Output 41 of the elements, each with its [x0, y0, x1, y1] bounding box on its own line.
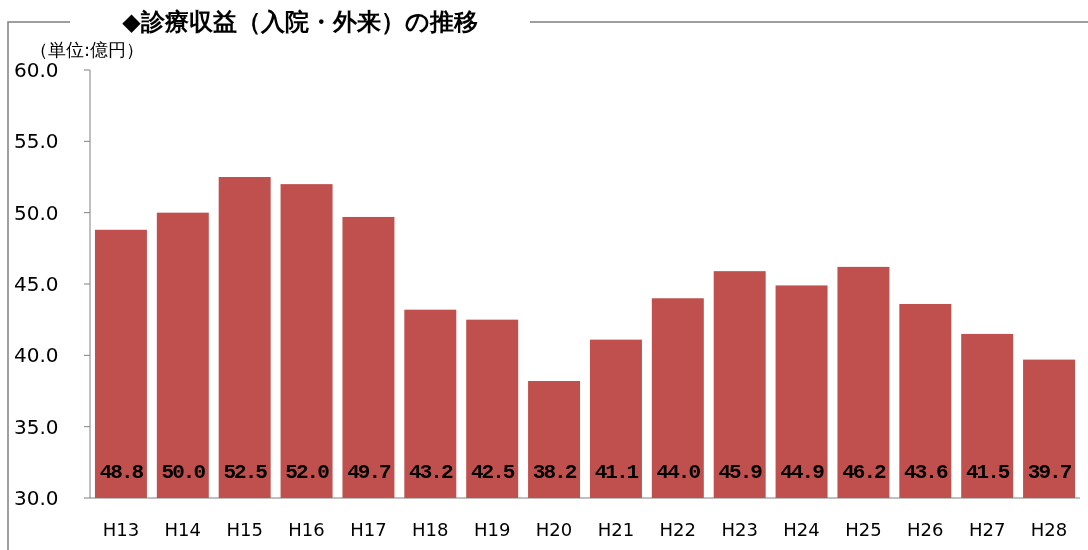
x-tick-label: H18: [412, 519, 449, 540]
y-tick-label: 30.0: [14, 486, 59, 510]
data-label: 42.5: [470, 461, 515, 484]
y-tick-label: 60.0: [14, 58, 59, 82]
x-tick-label: H23: [721, 519, 758, 540]
data-label: 41.1: [594, 461, 639, 484]
data-label: 39.7: [1027, 461, 1072, 484]
y-axis-title: （単位:億円）: [30, 39, 145, 60]
y-tick-label: 45.0: [14, 272, 59, 296]
data-label: 41.5: [965, 461, 1010, 484]
x-tick-label: H15: [226, 519, 263, 540]
x-tick-label: H20: [535, 519, 573, 540]
data-label: 50.0: [161, 461, 206, 484]
data-label: 43.6: [904, 461, 948, 484]
data-label: 46.2: [842, 461, 887, 484]
data-label: 44.9: [780, 461, 825, 484]
data-label: 44.0: [656, 461, 701, 484]
data-label: 52.5: [223, 461, 268, 484]
x-tick-label: H21: [597, 519, 635, 540]
x-tick-label: H28: [1030, 519, 1068, 540]
x-tick-label: H24: [783, 519, 820, 540]
data-label: 48.8: [99, 461, 144, 484]
x-tick-label: H14: [164, 519, 202, 540]
data-label: 43.2: [409, 461, 453, 484]
x-tick-label: H25: [845, 519, 882, 540]
data-label: 38.2: [532, 461, 577, 484]
y-tick-label: 35.0: [14, 414, 59, 439]
data-label: 45.9: [718, 461, 763, 484]
x-tick-label: H22: [659, 519, 697, 540]
data-label: 49.7: [347, 461, 392, 484]
y-tick-label: 50.0: [14, 200, 59, 225]
chart-title: ◆診療収益（入院・外来）の推移: [122, 8, 478, 36]
x-tick-label: H17: [350, 519, 387, 540]
x-tick-label: H16: [288, 519, 325, 540]
y-tick-label: 40.0: [14, 343, 59, 368]
x-tick-label: H26: [907, 519, 944, 540]
x-tick-label: H27: [968, 519, 1006, 540]
x-tick-label: H19: [473, 519, 511, 540]
x-tick-label: H13: [102, 519, 140, 540]
data-label: 52.0: [285, 461, 330, 484]
y-tick-label: 55.0: [14, 129, 59, 154]
